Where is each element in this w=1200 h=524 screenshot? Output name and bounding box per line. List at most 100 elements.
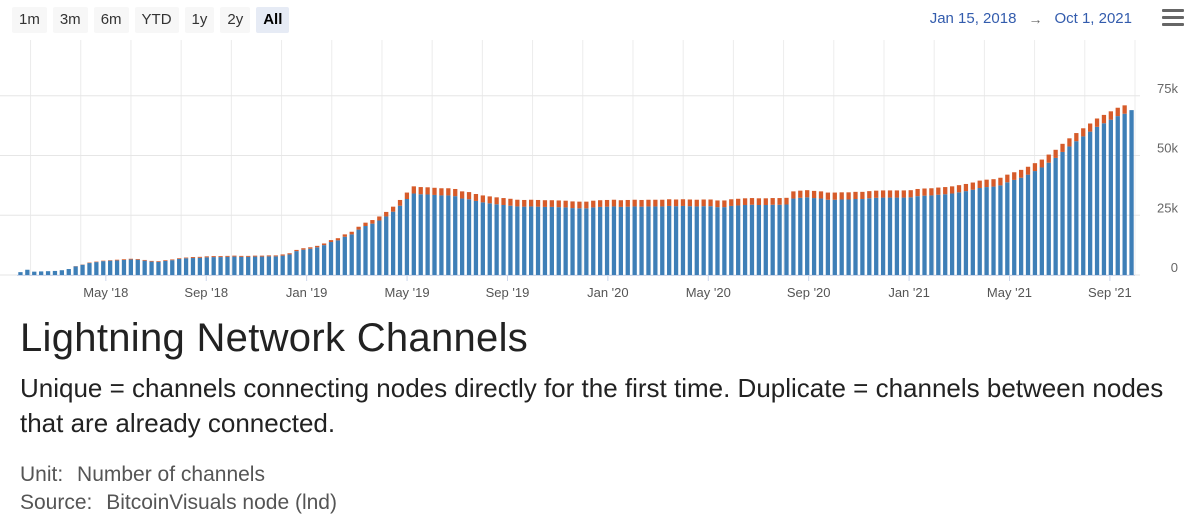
bar-duplicate[interactable] bbox=[729, 199, 734, 206]
bar-duplicate[interactable] bbox=[142, 259, 147, 261]
bar-duplicate[interactable] bbox=[1108, 111, 1113, 120]
bar-duplicate[interactable] bbox=[673, 199, 679, 207]
bar-duplicate[interactable] bbox=[432, 187, 437, 195]
bar-unique[interactable] bbox=[749, 204, 755, 275]
bar-duplicate[interactable] bbox=[211, 256, 216, 258]
bar-duplicate[interactable] bbox=[763, 198, 768, 205]
bar-unique[interactable] bbox=[73, 266, 78, 275]
bar-unique[interactable] bbox=[225, 256, 230, 275]
bar-unique[interactable] bbox=[459, 198, 465, 275]
bar-unique[interactable] bbox=[66, 269, 71, 275]
bar-unique[interactable] bbox=[901, 197, 906, 275]
bar-duplicate[interactable] bbox=[259, 255, 265, 257]
bar-duplicate[interactable] bbox=[529, 199, 534, 207]
bar-unique[interactable] bbox=[18, 272, 23, 275]
bar-unique[interactable] bbox=[204, 257, 209, 275]
bar-unique[interactable] bbox=[1005, 182, 1010, 275]
bar-unique[interactable] bbox=[1039, 167, 1044, 275]
bar-duplicate[interactable] bbox=[825, 192, 831, 200]
bar-duplicate[interactable] bbox=[901, 190, 906, 198]
bar-duplicate[interactable] bbox=[963, 183, 969, 192]
bar-unique[interactable] bbox=[805, 197, 810, 275]
bar-unique[interactable] bbox=[170, 260, 175, 275]
bar-unique[interactable] bbox=[915, 196, 920, 275]
bar-duplicate[interactable] bbox=[197, 256, 203, 258]
bar-duplicate[interactable] bbox=[853, 191, 858, 200]
bar-unique[interactable] bbox=[211, 257, 216, 275]
bar-unique[interactable] bbox=[846, 199, 851, 275]
date-range-to[interactable]: Oct 1, 2021 bbox=[1054, 10, 1132, 27]
bar-unique[interactable] bbox=[660, 206, 665, 275]
bar-unique[interactable] bbox=[439, 195, 444, 275]
bar-unique[interactable] bbox=[218, 257, 223, 275]
bar-unique[interactable] bbox=[1025, 174, 1031, 275]
bar-duplicate[interactable] bbox=[522, 199, 527, 207]
bar-unique[interactable] bbox=[722, 207, 727, 275]
bar-unique[interactable] bbox=[708, 206, 713, 275]
range-button-all[interactable]: All bbox=[256, 7, 290, 33]
bar-duplicate[interactable] bbox=[970, 182, 975, 190]
bar-unique[interactable] bbox=[963, 191, 969, 275]
bar-unique[interactable] bbox=[32, 271, 37, 275]
bar-duplicate[interactable] bbox=[404, 192, 410, 200]
bar-unique[interactable] bbox=[149, 261, 154, 275]
bar-duplicate[interactable] bbox=[832, 192, 837, 200]
bar-unique[interactable] bbox=[949, 193, 955, 275]
date-range-from[interactable]: Jan 15, 2018 bbox=[929, 10, 1017, 27]
bar-duplicate[interactable] bbox=[680, 199, 686, 206]
bar-unique[interactable] bbox=[280, 255, 285, 275]
bar-duplicate[interactable] bbox=[163, 260, 168, 261]
bar-unique[interactable] bbox=[715, 207, 720, 275]
bar-unique[interactable] bbox=[908, 197, 913, 275]
bar-duplicate[interactable] bbox=[301, 248, 306, 250]
bar-duplicate[interactable] bbox=[715, 200, 720, 208]
bar-duplicate[interactable] bbox=[646, 199, 651, 207]
bar-duplicate[interactable] bbox=[991, 179, 996, 187]
bar-duplicate[interactable] bbox=[370, 220, 375, 224]
bar-unique[interactable] bbox=[1115, 116, 1120, 275]
bar-unique[interactable] bbox=[591, 207, 596, 275]
bar-duplicate[interactable] bbox=[736, 198, 741, 206]
bar-unique[interactable] bbox=[818, 198, 824, 275]
bar-duplicate[interactable] bbox=[1032, 163, 1038, 172]
bar-unique[interactable] bbox=[936, 194, 941, 275]
bar-duplicate[interactable] bbox=[446, 188, 451, 196]
bar-duplicate[interactable] bbox=[591, 200, 596, 208]
bar-duplicate[interactable] bbox=[321, 243, 327, 246]
bar-duplicate[interactable] bbox=[929, 188, 934, 196]
bar-unique[interactable] bbox=[584, 208, 589, 275]
bar-duplicate[interactable] bbox=[811, 190, 817, 199]
bar-duplicate[interactable] bbox=[694, 199, 699, 207]
bar-duplicate[interactable] bbox=[998, 177, 1003, 186]
bar-duplicate[interactable] bbox=[1067, 138, 1072, 147]
bar-unique[interactable] bbox=[1101, 123, 1107, 275]
bar-duplicate[interactable] bbox=[121, 259, 127, 260]
bar-duplicate[interactable] bbox=[190, 257, 196, 259]
bar-duplicate[interactable] bbox=[584, 201, 589, 209]
bar-duplicate[interactable] bbox=[860, 191, 865, 200]
bar-duplicate[interactable] bbox=[342, 234, 347, 237]
bar-unique[interactable] bbox=[611, 206, 617, 275]
bar-duplicate[interactable] bbox=[280, 254, 285, 256]
bar-duplicate[interactable] bbox=[542, 200, 548, 207]
bar-unique[interactable] bbox=[232, 256, 237, 275]
range-button-2y[interactable]: 2y bbox=[220, 7, 251, 33]
bar-unique[interactable] bbox=[784, 204, 789, 275]
bar-duplicate[interactable] bbox=[1088, 123, 1093, 132]
bar-duplicate[interactable] bbox=[887, 190, 893, 198]
bar-duplicate[interactable] bbox=[1122, 105, 1127, 114]
bar-duplicate[interactable] bbox=[984, 179, 989, 188]
bar-duplicate[interactable] bbox=[183, 257, 189, 259]
bar-unique[interactable] bbox=[1060, 151, 1065, 275]
bar-duplicate[interactable] bbox=[418, 187, 423, 195]
bar-unique[interactable] bbox=[991, 186, 996, 275]
bar-unique[interactable] bbox=[453, 196, 458, 275]
bar-unique[interactable] bbox=[246, 256, 251, 275]
bar-unique[interactable] bbox=[922, 195, 927, 275]
bar-unique[interactable] bbox=[515, 206, 520, 275]
bar-unique[interactable] bbox=[114, 260, 120, 275]
bar-unique[interactable] bbox=[494, 204, 499, 275]
bar-unique[interactable] bbox=[563, 207, 568, 275]
bar-unique[interactable] bbox=[874, 197, 879, 275]
bar-duplicate[interactable] bbox=[439, 188, 444, 196]
